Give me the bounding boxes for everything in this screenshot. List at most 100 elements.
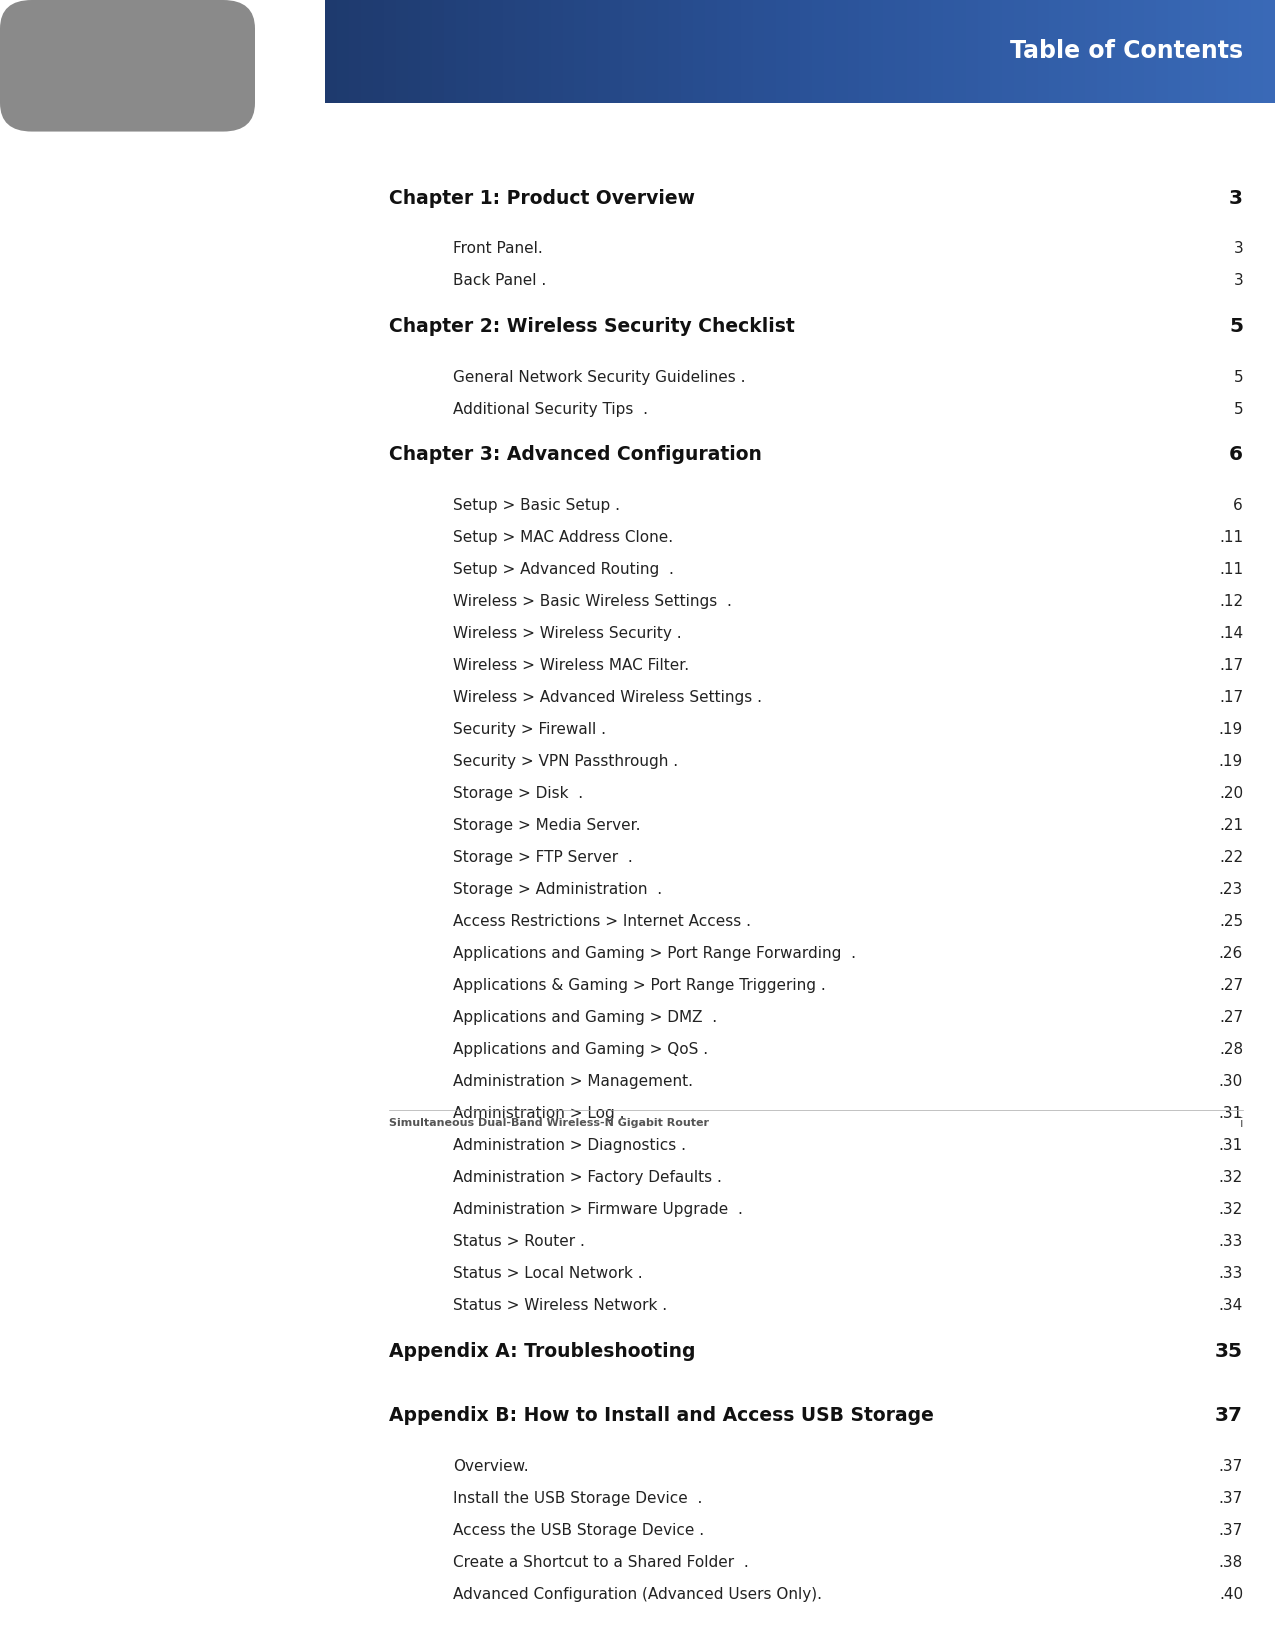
Bar [752,0,766,102]
Bar [397,0,409,102]
Text: .21: .21 [1219,817,1243,834]
Text: .33: .33 [1219,1266,1243,1281]
Text: Wireless > Advanced Wireless Settings .: Wireless > Advanced Wireless Settings . [453,690,761,705]
Text: Access Restrictions > Internet Access .: Access Restrictions > Internet Access . [453,915,751,930]
Bar [611,0,623,102]
Bar [1168,0,1181,102]
Text: .32: .32 [1219,1171,1243,1185]
Text: 5: 5 [1229,317,1243,335]
Bar [835,0,849,102]
Text: Overview.: Overview. [453,1458,528,1474]
Bar [1251,0,1265,102]
Bar [705,0,718,102]
Text: .27: .27 [1219,977,1243,994]
Text: Security > VPN Passthrough .: Security > VPN Passthrough . [453,755,678,769]
Bar [812,0,825,102]
Bar [1156,0,1169,102]
Text: 35: 35 [1215,1342,1243,1360]
Text: .38: .38 [1219,1555,1243,1570]
Text: 5: 5 [1233,370,1243,385]
Text: Applications & Gaming > Port Range Triggering .: Applications & Gaming > Port Range Trigg… [453,977,825,994]
Bar [491,0,505,102]
Text: Status > Router .: Status > Router . [453,1235,584,1250]
Bar [372,0,386,102]
Text: Chapter 2: Wireless Security Checklist: Chapter 2: Wireless Security Checklist [389,317,794,335]
Text: .20: .20 [1219,786,1243,801]
Bar [824,0,836,102]
Bar [1049,0,1062,102]
Bar [1038,0,1051,102]
Text: 3: 3 [1229,188,1243,208]
Bar [776,0,789,102]
Bar [325,0,338,102]
Text: Chapter 1: Product Overview: Chapter 1: Product Overview [389,188,695,208]
Text: Security > Firewall .: Security > Firewall . [453,721,606,736]
Text: .11: .11 [1219,530,1243,545]
Bar [527,0,541,102]
Bar [1204,0,1216,102]
Text: .33: .33 [1219,1235,1243,1250]
Text: Setup > Advanced Routing  .: Setup > Advanced Routing . [453,561,673,576]
Bar [658,0,671,102]
Bar [598,0,611,102]
Bar [717,0,731,102]
Text: Storage > Media Server.: Storage > Media Server. [453,817,640,834]
Text: Status > Local Network .: Status > Local Network . [453,1266,643,1281]
Text: .37: .37 [1219,1458,1243,1474]
Bar [1061,0,1075,102]
Bar [895,0,908,102]
Text: Administration > Firmware Upgrade  .: Administration > Firmware Upgrade . [453,1202,742,1217]
Bar [848,0,861,102]
Text: Appendix A: Troubleshooting: Appendix A: Troubleshooting [389,1342,695,1360]
Text: i: i [1239,1118,1243,1129]
Bar [504,0,516,102]
Bar [765,0,778,102]
Bar [408,0,421,102]
Bar [1228,0,1241,102]
Text: Administration > Management.: Administration > Management. [453,1075,692,1090]
Text: Storage > Administration  .: Storage > Administration . [453,882,662,896]
Text: .11: .11 [1219,561,1243,576]
Text: .14: .14 [1219,626,1243,641]
Text: Setup > Basic Setup .: Setup > Basic Setup . [453,497,620,513]
Bar [859,0,872,102]
Bar [871,0,885,102]
Text: .31: .31 [1219,1138,1243,1154]
Bar [1014,0,1026,102]
Bar [645,0,659,102]
Text: 3: 3 [1233,241,1243,256]
Bar [1085,0,1098,102]
Text: General Network Security Guidelines .: General Network Security Guidelines . [453,370,745,385]
Text: .27: .27 [1219,1010,1243,1025]
Text: Storage > Disk  .: Storage > Disk . [453,786,583,801]
Text: Back Panel .: Back Panel . [453,274,546,289]
Bar [955,0,968,102]
Text: Applications and Gaming > QoS .: Applications and Gaming > QoS . [453,1042,708,1057]
Text: .19: .19 [1219,721,1243,736]
Bar [421,0,434,102]
Text: .28: .28 [1219,1042,1243,1057]
Bar [1145,0,1158,102]
Bar [432,0,445,102]
FancyBboxPatch shape [0,0,255,132]
Text: Front Panel.: Front Panel. [453,241,542,256]
Bar [966,0,979,102]
Text: Applications and Gaming > DMZ  .: Applications and Gaming > DMZ . [453,1010,717,1025]
Text: .26: .26 [1219,946,1243,961]
Text: Chapter 3: Advanced Configuration: Chapter 3: Advanced Configuration [389,446,761,464]
Text: .19: .19 [1219,755,1243,769]
Bar [337,0,351,102]
Text: Advanced Configuration (Advanced Users Only).: Advanced Configuration (Advanced Users O… [453,1587,821,1601]
Text: Storage > FTP Server  .: Storage > FTP Server . [453,850,632,865]
Text: .37: .37 [1219,1522,1243,1537]
Text: Wireless > Wireless Security .: Wireless > Wireless Security . [453,626,681,641]
Bar [479,0,492,102]
Text: .32: .32 [1219,1202,1243,1217]
Text: Administration > Factory Defaults .: Administration > Factory Defaults . [453,1171,722,1185]
Bar [539,0,552,102]
Text: Additional Security Tips  .: Additional Security Tips . [453,401,648,416]
Text: Applications and Gaming > Port Range Forwarding  .: Applications and Gaming > Port Range For… [453,946,856,961]
Text: Access the USB Storage Device .: Access the USB Storage Device . [453,1522,704,1537]
Bar [799,0,813,102]
Text: 37: 37 [1215,1407,1243,1425]
